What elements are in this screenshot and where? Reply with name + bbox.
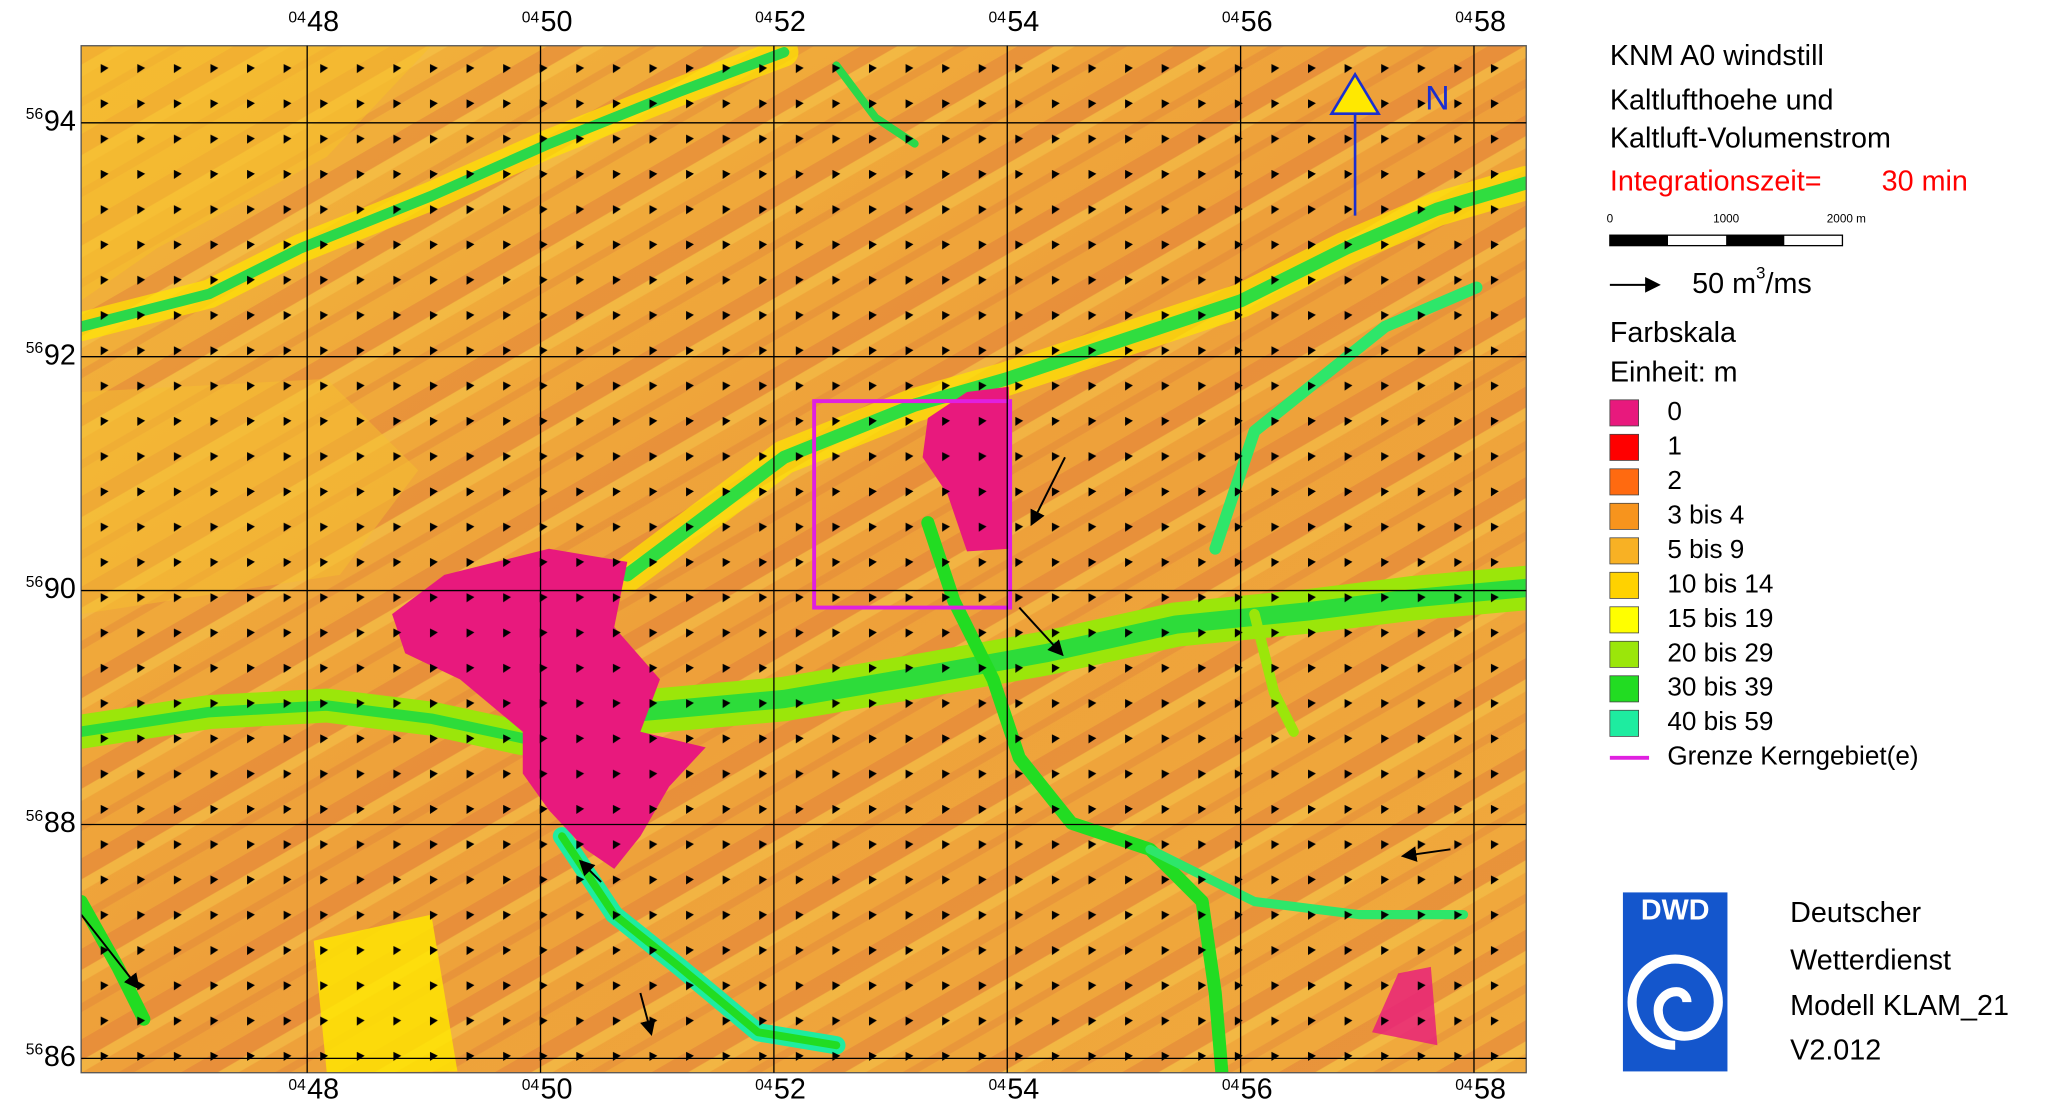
- x-coord-prefix: 04: [1222, 9, 1240, 26]
- legend-swatch: [1610, 710, 1639, 736]
- scale-label: 0: [1607, 213, 1614, 226]
- x-coord-label: 56: [1241, 1074, 1273, 1106]
- x-coord-label: 50: [541, 1074, 573, 1106]
- x-coord-label: 50: [541, 6, 573, 38]
- legend-swatch: [1610, 538, 1639, 564]
- legend-swatch: [1610, 400, 1639, 426]
- x-coord-prefix: 04: [755, 1077, 773, 1094]
- vector-value: 50: [1692, 267, 1724, 299]
- legend-label: 2: [1667, 465, 1682, 495]
- scale-label: 2000 m: [1827, 213, 1866, 226]
- logo-abbr: DWD: [1641, 895, 1710, 927]
- y-coord-label: 94: [44, 105, 76, 137]
- x-coord-prefix: 04: [1222, 1077, 1240, 1094]
- color-legend: 0 1 2 3 bis 4 5 bis 9 10 bis 14 15 bis 19 20 bi…: [1610, 396, 1919, 771]
- legend-label: 1: [1667, 430, 1682, 460]
- legend-label: 5 bis 9: [1667, 534, 1744, 564]
- x-coord-prefix: 04: [288, 1077, 306, 1094]
- x-coord-label: 48: [307, 1074, 339, 1106]
- x-coord-label: 48: [307, 6, 339, 38]
- x-coord-prefix: 04: [755, 9, 773, 26]
- y-coord-prefix: 56: [26, 574, 44, 591]
- scale-label: 1000: [1713, 213, 1740, 226]
- x-coord-label: 56: [1241, 6, 1273, 38]
- x-coord-label: 52: [774, 1074, 806, 1106]
- x-coord-label: 58: [1474, 1074, 1506, 1106]
- x-coord-prefix: 04: [288, 9, 306, 26]
- y-coord-prefix: 56: [26, 340, 44, 357]
- legend-label: 30 bis 39: [1667, 672, 1773, 702]
- x-coord-prefix: 04: [522, 1077, 540, 1094]
- legend-swatch: [1610, 676, 1639, 702]
- x-coord-prefix: 04: [522, 9, 540, 26]
- vector-unit-exp: 3: [1756, 264, 1765, 283]
- integration-label: Integrationszeit=: [1610, 166, 1822, 198]
- x-coord-prefix: 04: [989, 9, 1007, 26]
- x-coord-label: 58: [1474, 6, 1506, 38]
- legend-swatch: [1610, 503, 1639, 529]
- logo-text: Wetterdienst: [1790, 944, 1951, 976]
- subtitle: Kaltlufthoehe und: [1610, 85, 1834, 117]
- y-coord-prefix: 56: [26, 808, 44, 825]
- x-coord-label: 54: [1007, 6, 1039, 38]
- legend-label: 20 bis 29: [1667, 637, 1773, 667]
- x-coord-prefix: 04: [989, 1077, 1007, 1094]
- vector-unit-suffix: /ms: [1766, 267, 1812, 299]
- x-coord-label: 52: [774, 6, 806, 38]
- map-figure: 0448044804500450045204520454045404560456…: [0, 0, 2049, 1108]
- legend-label: 3 bis 4: [1667, 499, 1744, 529]
- color-scale-title: Farbskala: [1610, 317, 1736, 349]
- legend-label: 15 bis 19: [1667, 603, 1773, 633]
- vector-unit: m: [1732, 267, 1756, 299]
- legend-label: 0: [1667, 396, 1682, 426]
- logo-text: V2.012: [1790, 1034, 1881, 1066]
- y-coord-label: 92: [44, 339, 76, 371]
- logo-text: Deutscher: [1790, 897, 1921, 929]
- map-title: KNM A0 windstill: [1610, 40, 1824, 72]
- color-scale-unit: Einheit: m: [1610, 356, 1738, 388]
- y-coord-label: 90: [44, 573, 76, 605]
- scale-bar: [1610, 235, 1843, 245]
- legend-swatch: [1610, 434, 1639, 460]
- x-coord-label: 54: [1007, 1074, 1039, 1106]
- x-coord-prefix: 04: [1455, 9, 1473, 26]
- subtitle: Kaltluft-Volumenstrom: [1610, 122, 1891, 154]
- page: { "header": { "lines": ["KNM A0 windstil…: [0, 0, 2049, 1108]
- y-coord-prefix: 56: [26, 1042, 44, 1059]
- legend-swatch: [1610, 641, 1639, 667]
- legend-swatch: [1610, 607, 1639, 633]
- north-label: N: [1425, 80, 1450, 118]
- legend-swatch: [1610, 572, 1639, 598]
- legend-label: 10 bis 14: [1667, 568, 1773, 598]
- legend-label: 40 bis 59: [1667, 706, 1773, 736]
- y-coord-prefix: 56: [26, 106, 44, 123]
- y-coord-label: 88: [44, 807, 76, 839]
- flow-vectors: [81, 46, 1526, 1073]
- terrain: [81, 46, 1526, 1073]
- x-coord-prefix: 04: [1455, 1077, 1473, 1094]
- integration-value: 30 min: [1882, 166, 1968, 198]
- logo-text: Modell KLAM_21: [1790, 990, 2009, 1022]
- y-coord-label: 86: [44, 1041, 76, 1073]
- legend-swatch: [1610, 469, 1639, 495]
- legend-label: Grenze Kerngebiet(e): [1667, 741, 1918, 771]
- vector-legend-label: 50 m3/ms: [1692, 264, 1812, 300]
